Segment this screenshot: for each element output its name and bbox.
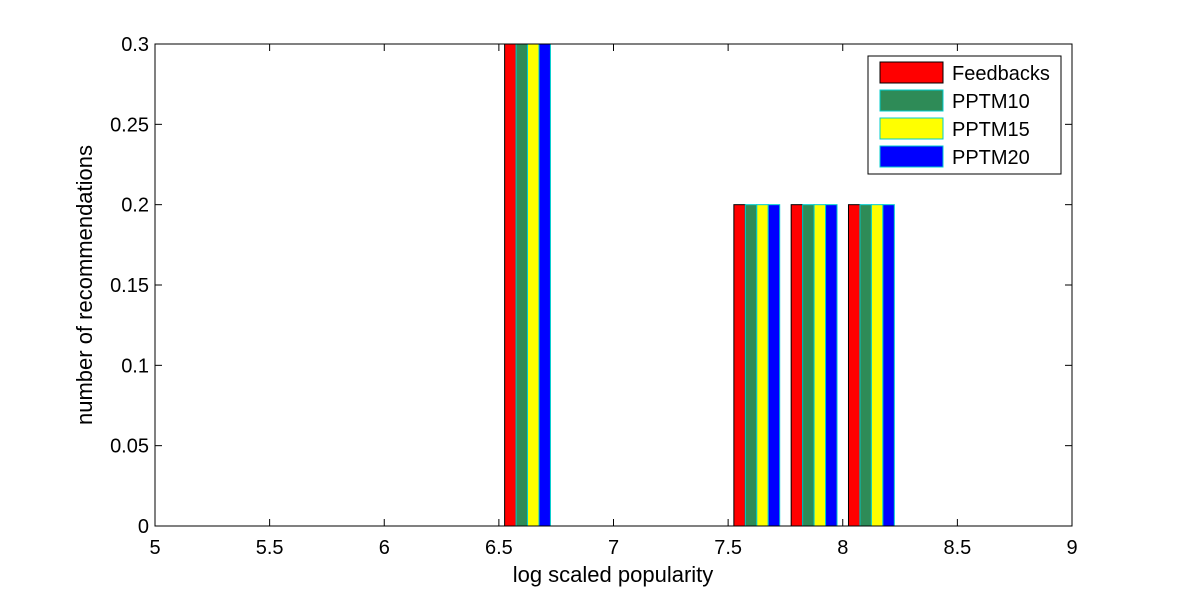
- x-tick-label: 5: [149, 537, 160, 559]
- legend-label-pptm15: PPTM15: [952, 119, 1030, 141]
- y-tick-label: 0.05: [110, 436, 149, 458]
- bar-feedbacks-11: [790, 204, 804, 527]
- bar-pptm10-12: [859, 204, 872, 527]
- y-tick-label: 0.15: [110, 275, 149, 297]
- bar-pptm20-11: [825, 204, 838, 527]
- legend-label-feedbacks: Feedbacks: [952, 63, 1050, 85]
- bar-feedbacks-6: [504, 43, 517, 527]
- bar-pptm10-10: [744, 204, 758, 527]
- legend-swatch-feedbacks: [879, 61, 944, 84]
- y-tick-label: 0: [138, 516, 149, 538]
- x-tick-label: 7: [608, 537, 619, 559]
- x-tick-label: 8: [837, 537, 848, 559]
- x-axis: 5 5.5 6 6.5 7 7.5 8 8.5 9: [149, 44, 1078, 559]
- y-tick-label: 0.3: [121, 34, 149, 56]
- x-tick-label: 8.5: [943, 537, 971, 559]
- bar-pptm20-6: [538, 43, 551, 527]
- bar-pptm15-6: [527, 43, 540, 527]
- legend-swatch-pptm20: [879, 145, 944, 168]
- x-tick-label: 6: [379, 537, 390, 559]
- y-tick-label: 0.2: [121, 195, 149, 217]
- bar-pptm20-12: [882, 204, 895, 527]
- x-tick-label: 5.5: [256, 537, 284, 559]
- bar-pptm15-10: [756, 204, 769, 527]
- legend-label-pptm20: PPTM20: [952, 147, 1030, 169]
- legend-label-pptm10: PPTM10: [952, 91, 1030, 113]
- y-axis-label: number of recommendations: [72, 145, 97, 425]
- y-axis: 0 0.05 0.1 0.15 0.2 0.25 0.3: [110, 34, 1072, 538]
- bar-pptm20-10: [767, 204, 781, 527]
- bar-pptm10-11: [802, 204, 815, 527]
- x-tick-label: 6.5: [485, 537, 513, 559]
- bar-pptm15-12: [870, 204, 884, 527]
- bar-pptm15-11: [813, 204, 827, 527]
- legend-swatch-pptm15: [879, 117, 944, 140]
- x-tick-label: 9: [1066, 537, 1077, 559]
- y-tick-label: 0.25: [110, 114, 149, 136]
- bar-feedbacks-10: [733, 204, 746, 527]
- x-tick-label: 7.5: [714, 537, 742, 559]
- bar-pptm10-6: [515, 43, 529, 527]
- y-tick-label: 0.1: [121, 355, 149, 377]
- bar-feedbacks-12: [847, 204, 861, 527]
- legend-swatch-pptm10: [879, 89, 944, 112]
- legend: Feedbacks PPTM10 PPTM15 PPTM20: [867, 55, 1062, 175]
- x-axis-label: log scaled popularity: [513, 562, 714, 587]
